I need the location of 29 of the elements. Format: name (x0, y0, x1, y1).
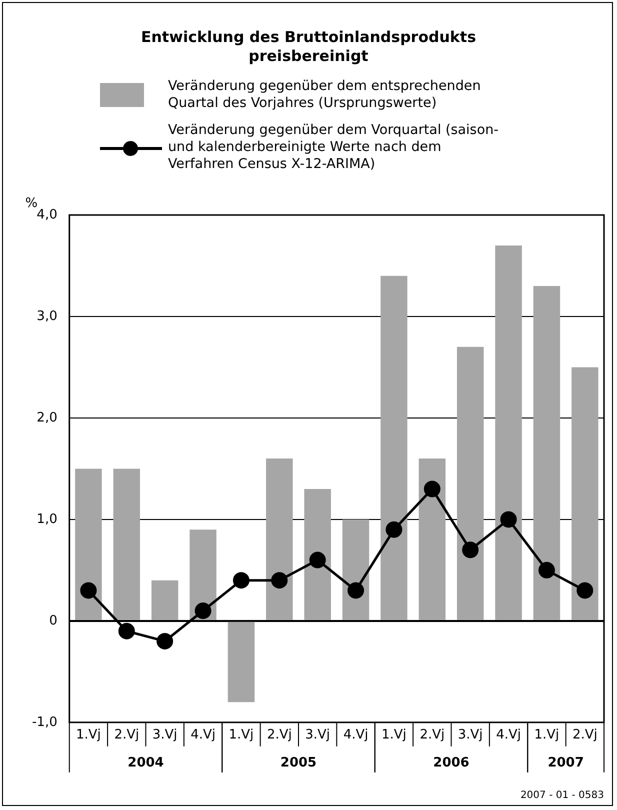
chart-title: Entwicklung des Bruttoinlandsprodukts preisbereinigt (140, 28, 477, 66)
x-tick-label: 1.Vj (76, 728, 101, 743)
text: 2007 - 01 - 0583 (520, 790, 604, 801)
x-tick-label: 2.Vj (420, 728, 445, 743)
y-tick-label: 1,0 (36, 512, 58, 527)
x-tick-label: 4.Vj (496, 728, 521, 743)
x-tick-label: 2.Vj (114, 728, 140, 743)
x-tick-label: 2.Vj (266, 728, 292, 743)
text: 2004 (128, 755, 164, 770)
y-tick-label: 2,0 (36, 410, 58, 426)
legend-label: Veränderung gegenüber dem entsprechenden Quartal des Vorjahres (Ursprungswerte) (168, 78, 482, 112)
y-tick-label: -1,0 (32, 714, 58, 730)
x-tick-label: 1.Vj (228, 728, 254, 743)
x-tick-label: 3.Vj (152, 728, 178, 743)
text: 2005 (280, 755, 317, 770)
y-tick-label: 4,0 (36, 207, 58, 222)
x-tick-label: 3.Vj (458, 728, 483, 743)
x-tick-label: 1.Vj (382, 728, 406, 743)
y-tick-label: 3,0 (36, 308, 58, 324)
text: 2007 (548, 755, 584, 770)
x-tick-label: 1.Vj (534, 728, 560, 743)
x-tick-label: 2.Vj (572, 728, 598, 743)
y-tick-label: 0 (49, 613, 58, 628)
x-tick-label: 3.Vj (305, 728, 330, 743)
x-tick-label: 4.Vj (190, 728, 216, 743)
legend-label: Veränderung gegenüber dem Vorquartal (saison- und kalenderbereinigte Werte nach dem Verfahren Census X-12-ARIMA) (168, 122, 500, 173)
y-axis-title: % (25, 196, 38, 211)
text: 2006 (433, 755, 470, 770)
x-tick-label: 4.Vj (343, 728, 368, 743)
